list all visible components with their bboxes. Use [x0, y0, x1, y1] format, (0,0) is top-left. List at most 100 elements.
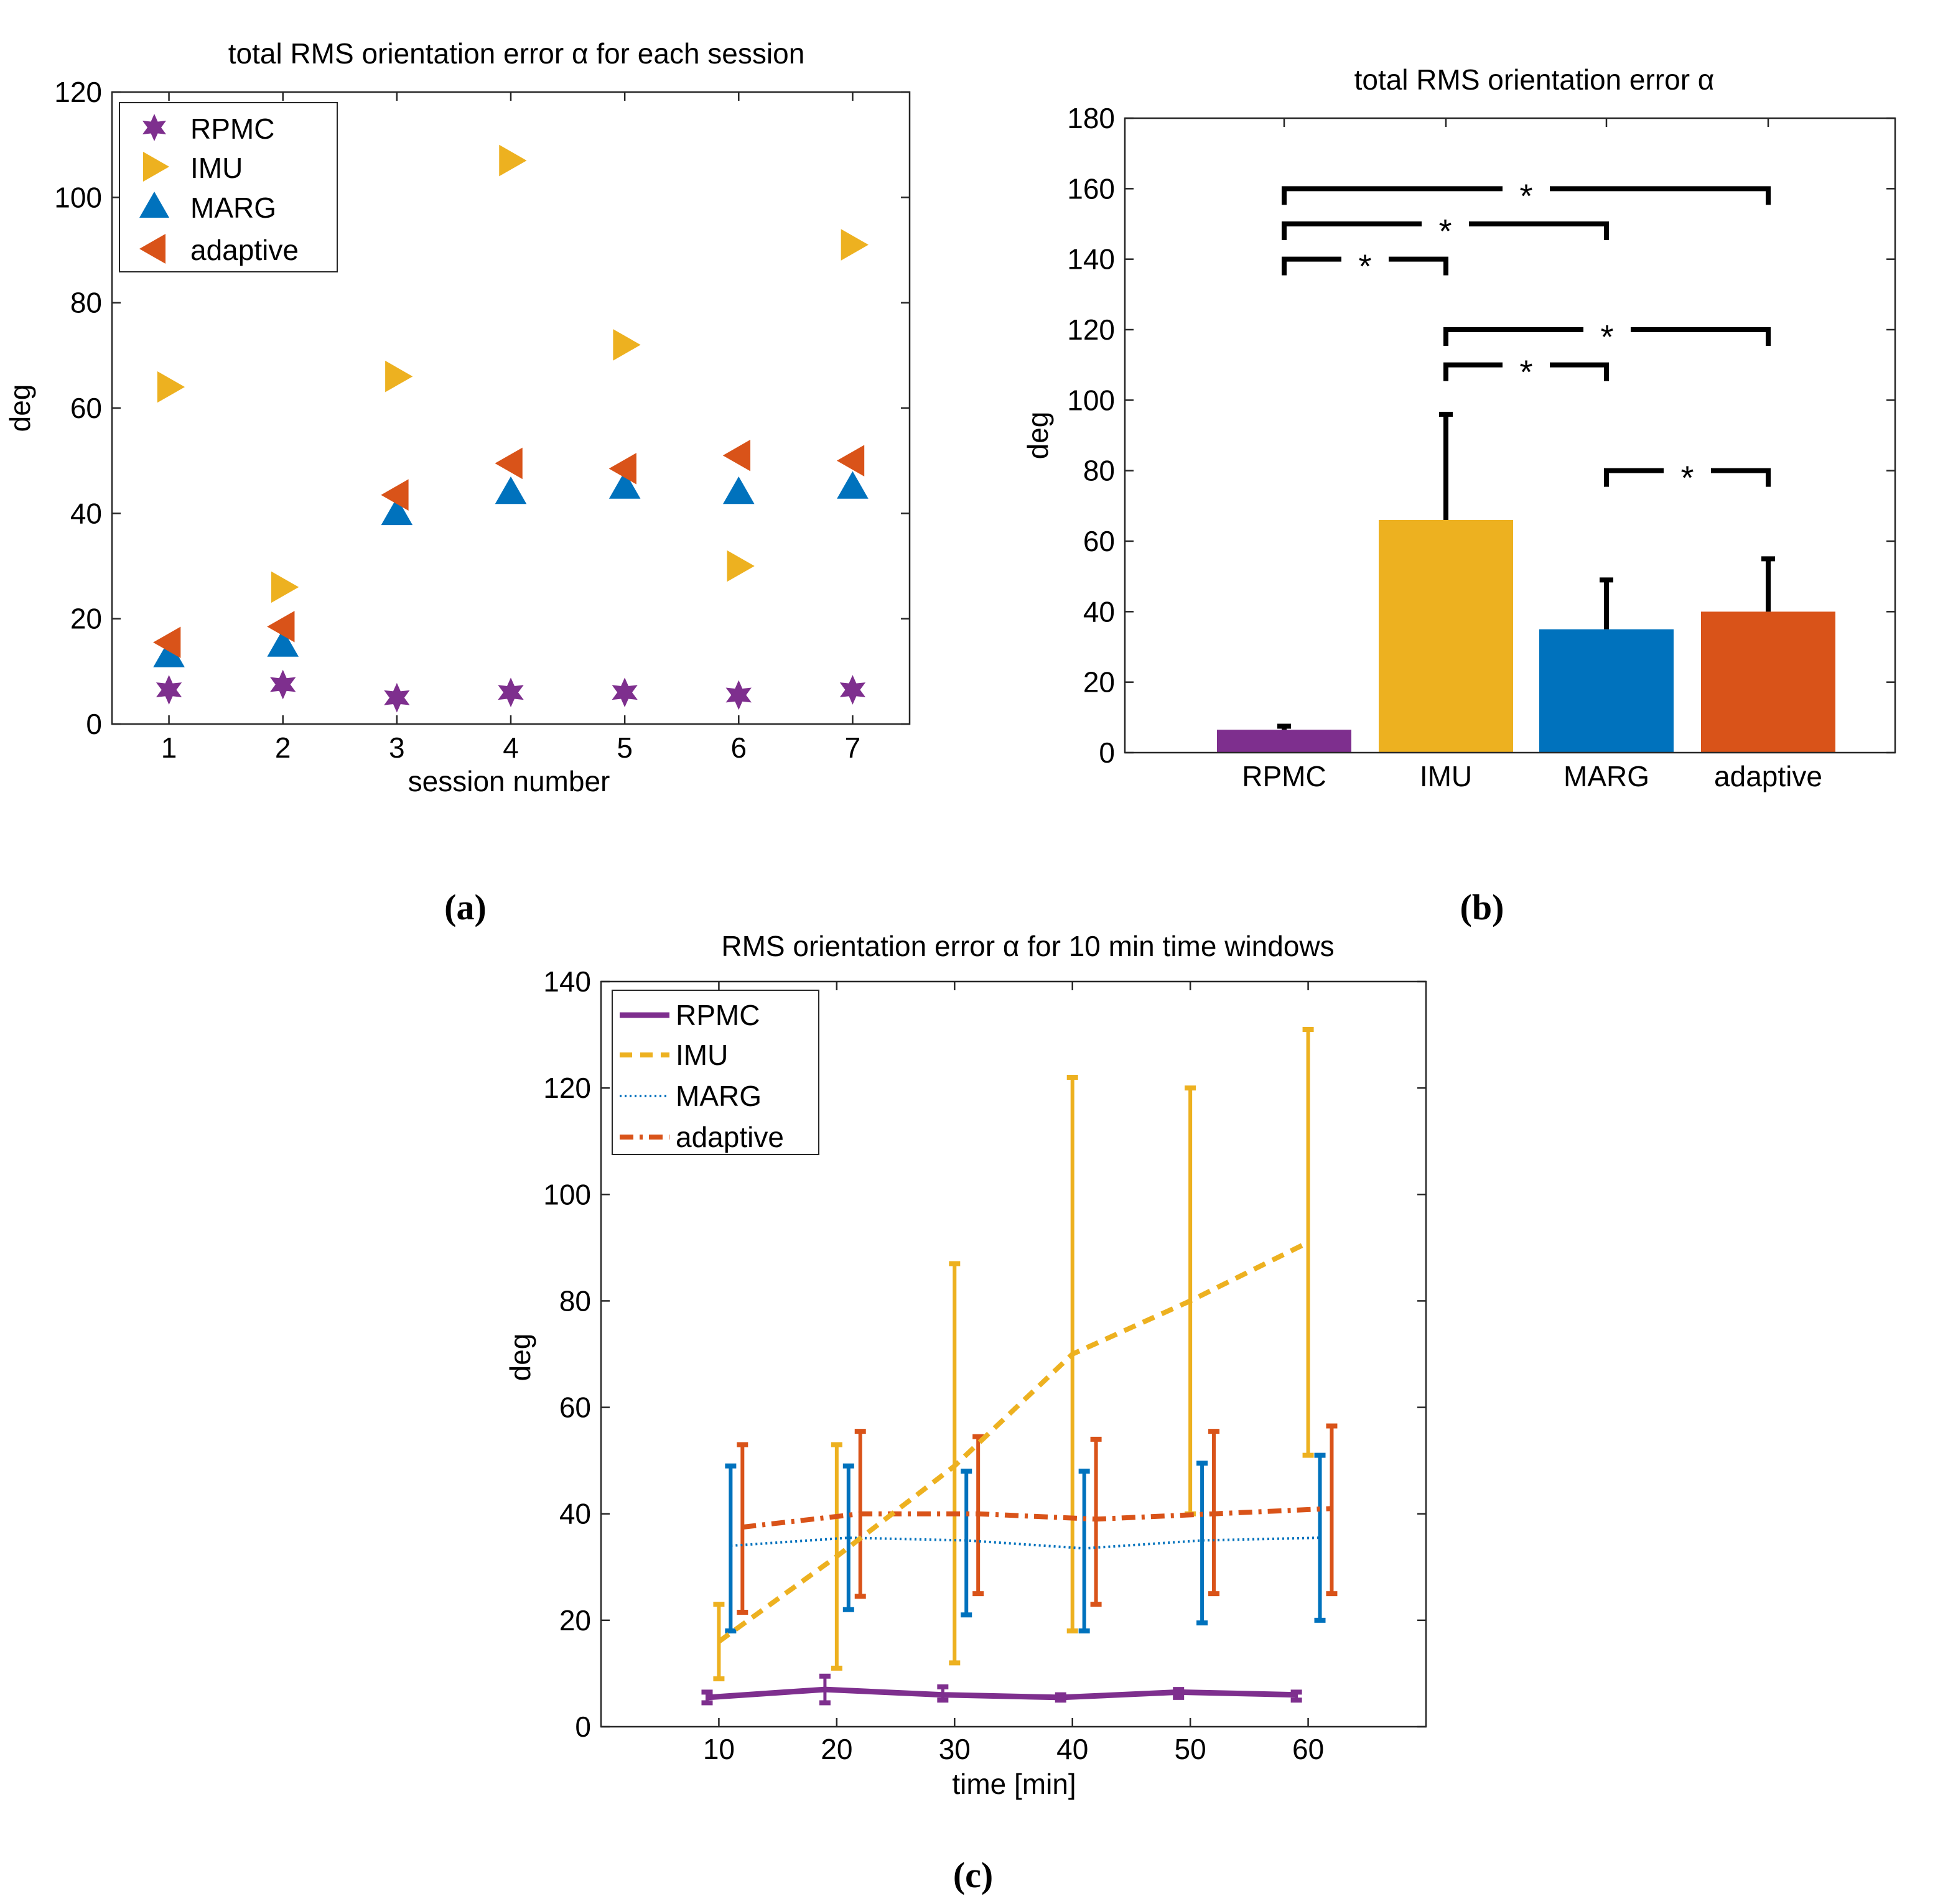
chart-a-xtick-label: 1: [161, 731, 177, 764]
chart-a-point-adaptive: [381, 479, 409, 511]
chart-a-xlabel: session number: [408, 765, 610, 797]
chart-b-ytick-label: 140: [1067, 243, 1115, 276]
chart-a-point-adaptive: [153, 626, 181, 659]
chart-a-ytick-label: 0: [86, 708, 102, 740]
chart-b-significance-star: *: [1438, 213, 1452, 250]
chart-c-line-adaptive: [742, 1506, 1332, 1530]
chart-c-grid: [601, 980, 1426, 1728]
chart-a-legend-marker-rpmc: [142, 114, 167, 141]
chart-c-axes-box: [600, 980, 1427, 1728]
chart-b-significance-star: *: [1680, 460, 1694, 497]
chart-c-ytick-label: 20: [559, 1604, 591, 1637]
chart-b-errorbars: [1277, 412, 1775, 730]
chart-c-legend-label-adaptive: adaptive: [676, 1121, 784, 1153]
chart-c-legend-label-rpmc: RPMC: [676, 999, 760, 1031]
chart-b-ytick-label: 160: [1067, 172, 1115, 205]
chart-a-point-imu: [727, 550, 755, 582]
panel-b: total RMS orientation error α 0 20 40 60 80 1…: [1022, 63, 1896, 927]
chart-b-title: total RMS orientation error α: [1354, 63, 1715, 96]
panel-label-b: (b): [1460, 887, 1504, 927]
chart-c-xtick-label: 50: [1175, 1733, 1206, 1765]
chart-a-ytick-label: 60: [70, 392, 102, 424]
chart-a-legend: RPMC IMU MARG adaptive: [119, 102, 338, 272]
chart-a-point-marg: [608, 471, 641, 499]
chart-a-point-marg: [267, 629, 299, 657]
chart-a-xtick-label: 6: [730, 731, 747, 764]
chart-c-line-imu: [717, 1240, 1310, 1644]
chart-a-xtick-label: 3: [389, 731, 405, 764]
chart-b-significance-bracket: [1282, 186, 1503, 205]
chart-a-legend-markers: [139, 114, 169, 264]
chart-b-ytick-label: 100: [1067, 384, 1115, 416]
chart-a-ytick-label: 40: [70, 497, 102, 529]
chart-c-xtick-label: 20: [821, 1733, 852, 1765]
chart-a-point-adaptive: [267, 611, 295, 643]
chart-a-point-rpmc: [839, 675, 866, 705]
chart-a-point-rpmc: [725, 680, 752, 710]
chart-c-legend-lines: [620, 1012, 669, 1140]
chart-a-point-imu: [499, 144, 527, 177]
chart-b-significance-bracket: [1443, 362, 1503, 381]
chart-a-point-adaptive: [495, 447, 523, 480]
panel-c: RMS orientation error α for 10 min time …: [504, 930, 1427, 1895]
chart-b-xtick-label: IMU: [1420, 760, 1472, 792]
chart-c-ytick-label: 100: [543, 1178, 591, 1210]
chart-c-line-marg: [730, 1536, 1320, 1550]
chart-c-legend-label-marg: MARG: [676, 1080, 762, 1112]
chart-b-ytick-label: 40: [1083, 595, 1115, 628]
chart-a-point-rpmc: [384, 682, 410, 713]
chart-c-ytick-label: 120: [543, 1072, 591, 1104]
chart-c-xtick-label: 10: [703, 1733, 735, 1765]
chart-b-ytick-label: 0: [1099, 736, 1115, 769]
chart-b-significance-star: *: [1358, 248, 1371, 286]
chart-b-axes-box: [1124, 117, 1896, 754]
panel-a: total RMS orientation error α for each s…: [4, 37, 911, 927]
chart-c-ylabel: deg: [504, 1334, 536, 1382]
chart-a-grid: [112, 91, 910, 725]
chart-b-significance-bracket: [1711, 468, 1771, 487]
chart-a-point-marg: [381, 497, 413, 526]
chart-c-ytick-label: 0: [575, 1711, 591, 1743]
chart-a-axes-box: [111, 91, 911, 725]
chart-c-legend-label-imu: IMU: [676, 1039, 728, 1071]
chart-a-ylabel: deg: [4, 384, 36, 432]
chart-b-significance-bracket: [1469, 221, 1609, 240]
chart-b-significance-star: *: [1519, 177, 1532, 215]
chart-b-significance-bracket: [1550, 186, 1771, 205]
chart-b-significance-bracket: [1604, 468, 1664, 487]
chart-c-xtick-label: 30: [939, 1733, 971, 1765]
panel-label-c: (c): [953, 1855, 993, 1895]
chart-b-significance-bracket: [1631, 327, 1771, 346]
chart-c-xlabel: time [min]: [952, 1768, 1076, 1800]
chart-b-significance-bracket: [1282, 221, 1422, 240]
chart-b-bars: [1217, 520, 1835, 753]
chart-a-xtick-label: 5: [617, 731, 633, 764]
chart-a-xtick-label: 4: [503, 731, 519, 764]
chart-b-yticks: 0 20 40 60 80 100 120 140 160 180: [1067, 102, 1115, 769]
chart-b-bar-rpmc: [1217, 730, 1351, 753]
chart-a-ytick-label: 20: [70, 603, 102, 635]
chart-a-legend-label-adaptive: adaptive: [190, 234, 299, 266]
chart-a-point-imu: [385, 360, 413, 392]
chart-b-ytick-label: 20: [1083, 666, 1115, 699]
chart-c-xticks: 10 20 30 40 50 60: [703, 1733, 1324, 1765]
chart-b-ytick-label: 180: [1067, 102, 1115, 134]
chart-a-legend-marker-imu: [143, 152, 169, 182]
chart-b-xtick-label: adaptive: [1714, 760, 1822, 792]
chart-b-xtick-label: RPMC: [1242, 760, 1326, 792]
chart-c-xtick-label: 40: [1056, 1733, 1088, 1765]
chart-a-point-rpmc: [270, 669, 296, 700]
chart-c-xtick-label: 60: [1292, 1733, 1324, 1765]
chart-b-significance-bracket: [1389, 256, 1448, 276]
chart-c-ytick-label: 60: [559, 1391, 591, 1424]
chart-a-point-imu: [157, 371, 185, 403]
chart-c-ytick-label: 80: [559, 1284, 591, 1317]
chart-c-title: RMS orientation error α for 10 min time …: [721, 930, 1334, 962]
chart-a-point-imu: [841, 229, 869, 261]
chart-b-significance-star: *: [1519, 354, 1532, 391]
chart-c-lines: [707, 1240, 1332, 1701]
chart-b-bar-imu: [1379, 520, 1513, 753]
chart-c-legend: RPMC IMU MARG adaptive: [612, 990, 819, 1155]
chart-b-ytick-label: 60: [1083, 525, 1115, 557]
chart-b-bar-marg: [1539, 629, 1674, 753]
